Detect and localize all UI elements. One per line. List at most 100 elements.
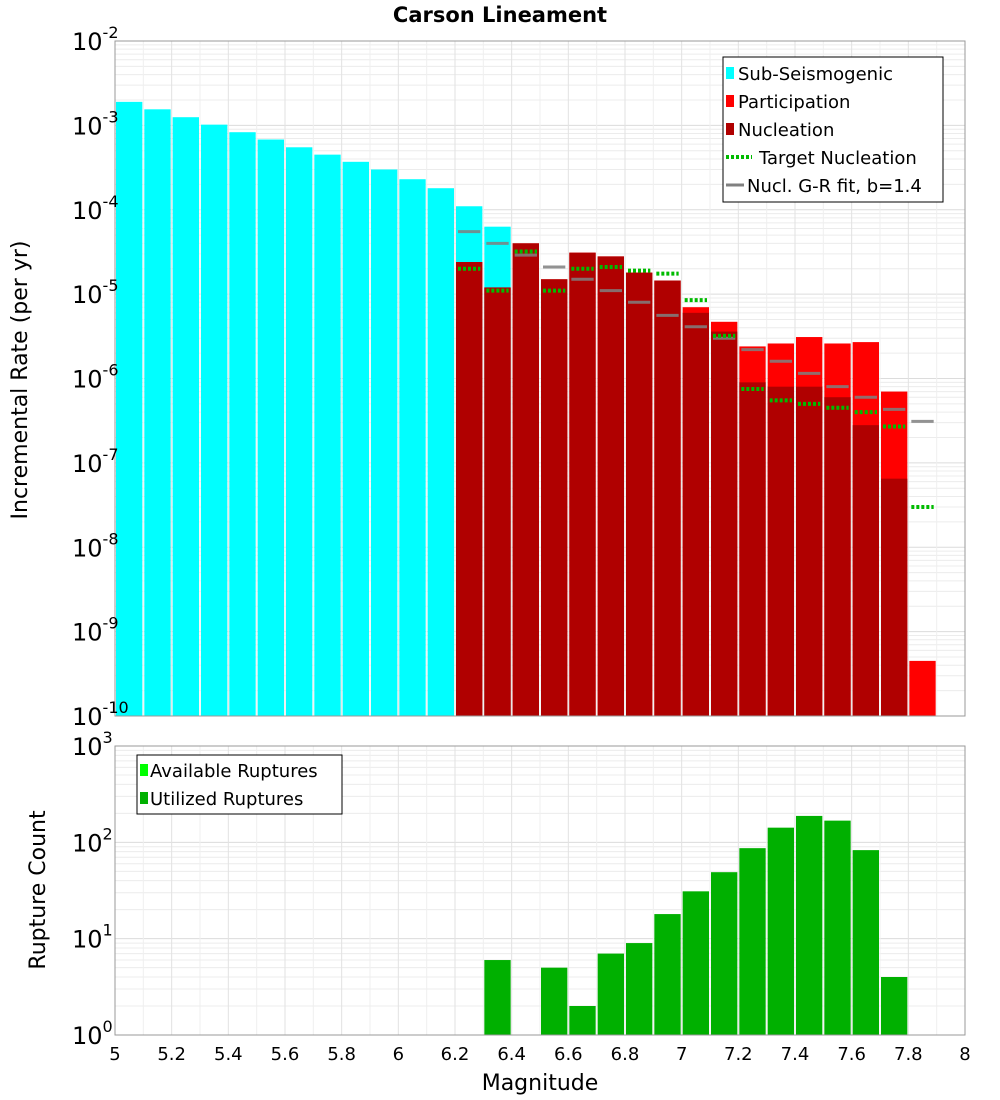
bar-utilized-ruptures — [626, 943, 653, 1035]
bar-nucleation — [824, 397, 851, 716]
bar-utilized-ruptures — [796, 815, 823, 1035]
bar-sub-seismogenic — [427, 188, 454, 717]
bar-nucleation — [739, 382, 766, 716]
x-tick-label: 7.6 — [837, 1044, 866, 1065]
legend-swatch-participation — [726, 95, 734, 107]
x-tick-label: 6.2 — [441, 1044, 470, 1065]
bottom-plot-marks — [484, 815, 908, 1035]
y-tick-label: 10-6 — [72, 361, 119, 394]
bar-utilized-ruptures — [597, 953, 624, 1035]
bar-nucleation — [626, 272, 653, 716]
y-tick-label: 10-7 — [72, 445, 119, 478]
y-tick-label: 10-4 — [72, 192, 119, 225]
chart-title: Carson Lineament — [393, 3, 607, 27]
top-plot-marks — [116, 101, 936, 717]
bar-sub-seismogenic — [144, 109, 171, 716]
bottom-legend: Available Ruptures Utilized Ruptures — [136, 754, 343, 815]
bar-participation — [909, 660, 936, 716]
x-tick-label: 7.2 — [724, 1044, 753, 1065]
bottom-y-axis-label: Rupture Count — [26, 810, 51, 970]
y-tick-label: 10-8 — [72, 529, 119, 562]
bar-nucleation — [456, 262, 483, 716]
top-y-tick-labels: 10-10 10-9 10-8 10-7 10-6 10-5 10-4 10-3 10-2 — [72, 23, 129, 731]
top-y-axis-label: Incremental Rate (per yr) — [8, 241, 33, 520]
legend-swatch-available-ruptures — [140, 764, 148, 776]
bar-nucleation — [654, 280, 681, 716]
y-tick-label: 101 — [72, 921, 113, 954]
bar-utilized-ruptures — [739, 848, 766, 1035]
x-tick-label: 8 — [959, 1044, 970, 1065]
x-tick-label: 5.6 — [271, 1044, 300, 1065]
bar-utilized-ruptures — [852, 850, 879, 1035]
x-axis-label: Magnitude — [482, 1071, 599, 1096]
bar-utilized-ruptures — [682, 891, 709, 1035]
y-tick-label: 10-9 — [72, 614, 119, 647]
x-tick-label: 6.8 — [611, 1044, 640, 1065]
bar-sub-seismogenic — [314, 154, 341, 716]
y-tick-label: 100 — [72, 1017, 113, 1050]
legend-label-target-nucleation: Target Nucleation — [758, 148, 917, 169]
bar-nucleation — [512, 243, 539, 717]
bar-nucleation — [597, 256, 624, 716]
bar-utilized-ruptures — [654, 914, 681, 1035]
legend-swatch-sub-seismogenic — [726, 67, 734, 79]
top-plot-frame — [114, 40, 966, 717]
bar-utilized-ruptures — [569, 1006, 596, 1035]
legend-label-gr-fit: Nucl. G-R fit, b=1.4 — [747, 176, 922, 197]
bar-nucleation — [541, 279, 568, 716]
legend-label-utilized-ruptures: Utilized Ruptures — [150, 789, 303, 810]
y-tick-label: 103 — [72, 728, 113, 761]
bar-utilized-ruptures — [484, 960, 511, 1035]
bottom-plot-frame — [114, 745, 966, 1036]
legend-label-sub-seismogenic: Sub-Seismogenic — [738, 64, 893, 85]
x-tick-label: 5.4 — [214, 1044, 243, 1065]
bar-utilized-ruptures — [767, 827, 794, 1035]
legend-label-participation: Participation — [738, 92, 850, 113]
x-tick-label: 5.2 — [157, 1044, 186, 1065]
x-tick-label: 5.8 — [327, 1044, 356, 1065]
bar-utilized-ruptures — [541, 967, 568, 1035]
bottom-legend-box — [136, 754, 343, 815]
bar-sub-seismogenic — [342, 161, 369, 716]
x-tick-label: 7.4 — [781, 1044, 810, 1065]
top-legend: Sub-Seismogenic Participation Nucleation… — [722, 56, 944, 203]
bar-sub-seismogenic — [371, 169, 398, 716]
bar-sub-seismogenic — [172, 117, 199, 716]
y-tick-label: 10-10 — [72, 698, 129, 731]
x-tick-label: 7.8 — [894, 1044, 923, 1065]
bar-nucleation — [711, 331, 738, 716]
bar-nucleation — [484, 287, 511, 716]
bar-nucleation — [569, 252, 596, 716]
bar-sub-seismogenic — [116, 101, 143, 716]
top-legend-box — [722, 56, 944, 203]
legend-swatch-nucleation — [726, 123, 734, 135]
bar-nucleation — [682, 312, 709, 716]
bar-sub-seismogenic — [257, 139, 284, 716]
bar-utilized-ruptures — [711, 872, 738, 1035]
bar-nucleation — [767, 386, 794, 716]
x-tick-label: 5 — [109, 1044, 120, 1065]
bar-sub-seismogenic — [201, 124, 228, 717]
x-tick-label: 7 — [676, 1044, 687, 1065]
bar-sub-seismogenic — [286, 147, 313, 717]
bar-sub-seismogenic — [399, 179, 426, 716]
bottom-y-tick-labels: 100 101 102 103 — [72, 728, 113, 1050]
x-tick-label: 6.6 — [554, 1044, 583, 1065]
legend-label-available-ruptures: Available Ruptures — [150, 761, 318, 782]
bar-nucleation — [796, 386, 823, 716]
y-tick-label: 10-3 — [72, 107, 119, 140]
bar-utilized-ruptures — [881, 977, 908, 1035]
x-tick-label: 6.4 — [497, 1044, 526, 1065]
x-tick-label: 6 — [393, 1044, 404, 1065]
bar-sub-seismogenic — [229, 132, 256, 717]
bar-nucleation — [881, 478, 908, 716]
y-tick-label: 102 — [72, 824, 113, 857]
bar-nucleation — [852, 425, 879, 716]
legend-swatch-utilized-ruptures — [140, 792, 148, 804]
bar-utilized-ruptures — [824, 820, 851, 1035]
legend-label-nucleation: Nucleation — [738, 120, 834, 141]
y-tick-label: 10-5 — [72, 276, 119, 309]
x-tick-labels: 5 5.2 5.4 5.6 5.8 6 6.2 6.4 6.6 6.8 7 7.2 7.4 7.6 7.8 8 — [109, 1044, 970, 1065]
y-tick-label: 10-2 — [72, 23, 119, 56]
